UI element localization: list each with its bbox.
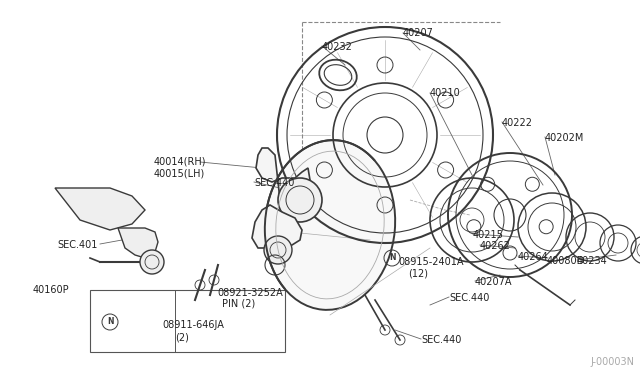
Text: (12): (12) [408, 268, 428, 278]
Text: 40080D: 40080D [547, 256, 585, 266]
Polygon shape [252, 205, 302, 248]
Text: 40207A: 40207A [475, 277, 513, 287]
Text: 08921-3252A: 08921-3252A [217, 288, 283, 298]
Ellipse shape [265, 140, 395, 310]
Text: 40262: 40262 [480, 241, 511, 251]
Text: SEC.440: SEC.440 [254, 178, 294, 188]
Text: SEC.440: SEC.440 [449, 293, 490, 303]
Text: 40210: 40210 [430, 88, 461, 98]
Polygon shape [256, 148, 310, 204]
Polygon shape [55, 188, 145, 230]
Circle shape [140, 250, 164, 274]
Text: 40232: 40232 [322, 42, 353, 52]
Text: 40222: 40222 [502, 118, 533, 128]
Text: 40014(RH): 40014(RH) [154, 157, 207, 167]
Text: 40215: 40215 [473, 230, 504, 240]
Text: 40264: 40264 [518, 252, 548, 262]
Text: 08915-2401A: 08915-2401A [398, 257, 463, 267]
Text: 40202M: 40202M [545, 133, 584, 143]
Text: PIN (2): PIN (2) [222, 299, 255, 309]
Text: 08911-646JA: 08911-646JA [162, 320, 224, 330]
Text: 40015(LH): 40015(LH) [154, 168, 205, 178]
Text: N: N [107, 317, 113, 327]
Text: SEC.401: SEC.401 [57, 240, 97, 250]
Text: SEC.440: SEC.440 [421, 335, 461, 345]
Bar [90, 290, 285, 352]
Text: 40160P: 40160P [33, 285, 70, 295]
Circle shape [264, 236, 292, 264]
Text: N: N [388, 253, 396, 263]
Text: J-00003N: J-00003N [590, 357, 634, 367]
Text: 40207: 40207 [403, 28, 434, 38]
Text: 40234: 40234 [577, 256, 608, 266]
Polygon shape [118, 228, 158, 258]
Text: (2): (2) [175, 332, 189, 342]
Circle shape [278, 178, 322, 222]
